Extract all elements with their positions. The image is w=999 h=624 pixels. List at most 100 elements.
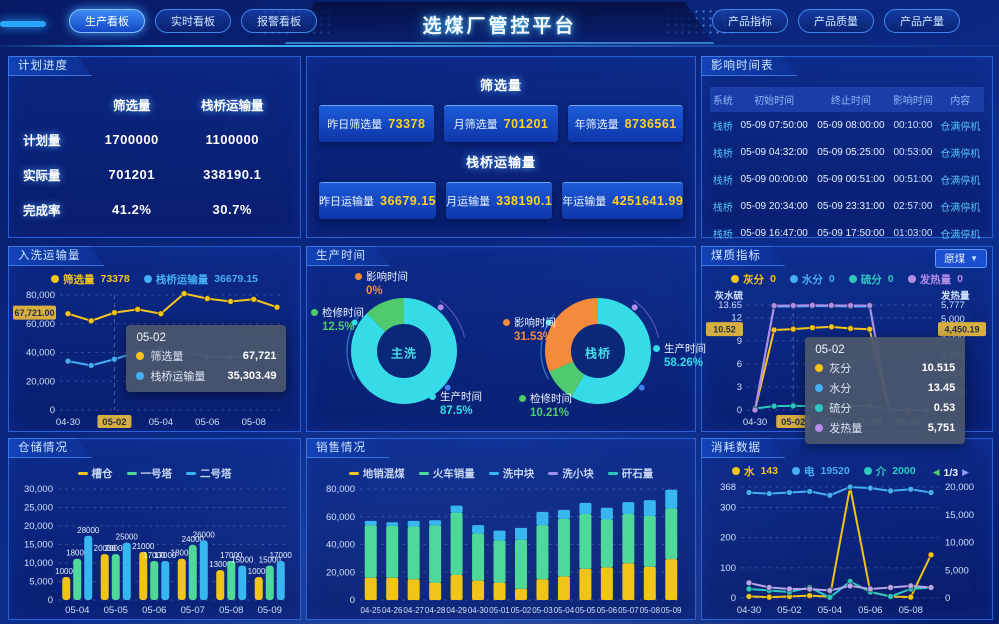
legend-item[interactable]: 介 2000 bbox=[863, 464, 916, 479]
table-cell: 05-09 17:50:00 bbox=[817, 228, 885, 239]
svg-text:25000: 25000 bbox=[116, 533, 139, 542]
legend-item[interactable]: 火车销量 bbox=[418, 466, 475, 481]
table-cell: 仓满停机 bbox=[940, 122, 981, 133]
quality-line-chart[interactable]: 0 3 6 9 12 13.65 0 1,000 2,000 3,000 4,000 5,000 5,7… bbox=[705, 287, 989, 444]
inwash-line-chart[interactable]: 0 20,000 40,000 60,000 80,000 04-30 05-02 05-04… bbox=[12, 287, 297, 428]
svg-text:300: 300 bbox=[720, 503, 736, 514]
panel-title: 计划进度 bbox=[18, 60, 68, 72]
plan-value-cell: 338190.1 bbox=[203, 167, 262, 182]
legend-item[interactable]: 一号塔 bbox=[126, 466, 173, 481]
header-nav-button[interactable]: 报警看板 bbox=[241, 9, 317, 33]
legend-item[interactable]: 电 19520 bbox=[792, 464, 850, 479]
stat-tile[interactable]: 月筛选量 701201 bbox=[443, 104, 559, 142]
svg-text:28000: 28000 bbox=[77, 526, 100, 535]
svg-text:05-03: 05-03 bbox=[532, 606, 553, 615]
svg-text:2,000: 2,000 bbox=[941, 369, 965, 380]
table-column-header: 影响时间 bbox=[889, 87, 937, 112]
legend-item[interactable]: 槽仓 bbox=[77, 466, 113, 481]
header-nav-button[interactable]: 产品产量 bbox=[884, 9, 960, 33]
stat-label: 昨日筛选量 bbox=[327, 118, 383, 131]
sales-stacked-bar-chart[interactable]: 0 20,000 40,000 60,000 80,000 04-25 04-26 04-27… bbox=[310, 479, 692, 616]
table-header-row: 系统 初始时间 终止时间 影响时间 内容 bbox=[710, 87, 984, 112]
legend-item[interactable]: 洗小块 bbox=[548, 466, 594, 481]
stat-tile[interactable]: 年运输量 4251641.99 bbox=[562, 181, 684, 219]
svg-text:05-01: 05-01 bbox=[489, 606, 510, 615]
legend-dot-marker bbox=[731, 275, 740, 283]
stat-tile[interactable]: 月运输量 338190.1 bbox=[446, 181, 553, 219]
pager-next-icon[interactable]: ▶ bbox=[962, 467, 970, 477]
svg-text:13.65: 13.65 bbox=[718, 300, 742, 311]
svg-text:80,000: 80,000 bbox=[26, 290, 55, 301]
legend-value: 2000 bbox=[892, 465, 916, 477]
legend-item[interactable]: 灰分 0 bbox=[731, 272, 776, 287]
panel-title: 销售情况 bbox=[316, 442, 366, 454]
storage-bar-chart[interactable]: 0 5,000 10,000 15,000 20,000 25,000 30,000 05-0… bbox=[12, 479, 297, 616]
legend-item[interactable]: 矸石量 bbox=[607, 466, 653, 481]
plan-table: 筛选量 栈桥运输量 计划量 1700000 1100000 实际量 701201 338190… bbox=[23, 87, 286, 227]
donut-slice-label: 检修时间 12.5% bbox=[311, 305, 364, 333]
legend-dot-marker bbox=[51, 275, 59, 283]
svg-text:9: 9 bbox=[737, 336, 742, 347]
totals-section-title: 筛选量 bbox=[479, 78, 522, 94]
panel-title: 消耗数据 bbox=[711, 442, 761, 454]
table-cell: 仓满停机 bbox=[940, 176, 981, 187]
svg-text:05-02: 05-02 bbox=[777, 605, 801, 616]
legend-item[interactable]: 水分 0 bbox=[789, 272, 835, 287]
legend-item[interactable]: 水 143 bbox=[731, 464, 778, 479]
svg-text:05-05: 05-05 bbox=[104, 605, 128, 616]
legend-dot-marker bbox=[311, 309, 318, 316]
svg-text:100: 100 bbox=[720, 563, 736, 574]
stat-value: 4251641.99 bbox=[612, 193, 684, 208]
panel-production-time: 生产时间 主洗 影响时间 0% 检修时间 12.5% 生产时间 87.5% 栈桥 影响时间 31… bbox=[306, 246, 706, 432]
svg-text:05-08: 05-08 bbox=[896, 417, 920, 428]
svg-text:4,450.19: 4,450.19 bbox=[944, 325, 979, 335]
header-divider bbox=[0, 45, 999, 47]
svg-text:04-29: 04-29 bbox=[446, 606, 467, 615]
donut-chart-main-wash[interactable]: 主洗 影响时间 0% 检修时间 12.5% 生产时间 87.5% bbox=[307, 271, 501, 431]
svg-text:10000: 10000 bbox=[55, 567, 78, 576]
svg-text:05-02: 05-02 bbox=[102, 417, 126, 428]
coal-type-dropdown[interactable]: 原煤 ▼ bbox=[935, 249, 987, 268]
stat-tile[interactable]: 昨日筛选量 73378 bbox=[319, 104, 434, 142]
stat-tile[interactable]: 年筛选量 8736561 bbox=[568, 104, 684, 142]
chevron-down-icon: ▼ bbox=[970, 254, 978, 263]
svg-text:发热量: 发热量 bbox=[940, 290, 970, 302]
donut-chart-bridge[interactable]: 栈桥 影响时间 31.53% 检修时间 10.21% 生产时间 58.26% bbox=[501, 271, 706, 431]
donut-center-label: 栈桥 bbox=[584, 346, 612, 361]
legend-item[interactable]: 栈桥运输量 36679.15 bbox=[143, 272, 258, 287]
legend-item[interactable]: 筛选量 73378 bbox=[51, 272, 130, 287]
table-row: 栈桥 05-09 04:32:00 05-09 05:25:00 00:53:00 仓满… bbox=[710, 139, 984, 166]
header-nav-button[interactable]: 实时看板 bbox=[155, 9, 231, 33]
panel-tab: 仓储情况 bbox=[8, 438, 92, 458]
svg-text:05-02: 05-02 bbox=[511, 606, 532, 615]
legend-dot-marker bbox=[848, 275, 857, 283]
legend-item[interactable]: 硫分 0 bbox=[848, 272, 894, 287]
svg-text:60,000: 60,000 bbox=[26, 319, 55, 330]
legend-item[interactable]: 洗中块 bbox=[488, 466, 534, 481]
consumption-line-chart[interactable]: 0 100 200 300 368 0 5,000 10,000 15,000 20,000 04-… bbox=[705, 479, 989, 616]
svg-text:18000: 18000 bbox=[66, 549, 89, 558]
panel-sales: 销售情况 地销混煤 火车销量 洗中块 洗小块 矸石量 0 20,000 40,000 60,0… bbox=[306, 438, 696, 620]
pager-prev-icon[interactable]: ◀ bbox=[932, 467, 940, 477]
svg-text:20,000: 20,000 bbox=[945, 482, 974, 493]
storage-legend: 槽仓 一号塔 二号塔 bbox=[9, 462, 300, 481]
legend-item[interactable]: 地销混煤 bbox=[348, 466, 405, 481]
header-nav-button[interactable]: 生产看板 bbox=[69, 9, 145, 33]
legend-dash-marker bbox=[607, 472, 618, 475]
totals-body: 筛选量 昨日筛选量 73378 月筛选量 701201 年筛选量 8736561 栈桥运输量昨… bbox=[319, 65, 684, 229]
legend-item[interactable]: 二号塔 bbox=[186, 466, 232, 481]
legend-label: 硫分 bbox=[860, 273, 882, 286]
table-cell: 栈桥 bbox=[712, 203, 733, 214]
stat-tile[interactable]: 昨日运输量 36679.15 bbox=[319, 181, 437, 219]
legend-label: 一号塔 bbox=[140, 468, 173, 480]
header-nav-button[interactable]: 产品质量 bbox=[798, 9, 874, 33]
legend-item[interactable]: 发热量 0 bbox=[907, 272, 963, 287]
svg-text:10,000: 10,000 bbox=[945, 538, 974, 549]
header-nav-button[interactable]: 产品指标 bbox=[712, 9, 788, 33]
stat-label: 月筛选量 bbox=[453, 118, 498, 131]
plan-row-label: 完成率 bbox=[23, 204, 61, 218]
donut-slice-label: 影响时间 31.53% bbox=[503, 315, 556, 343]
table-cell: 仓满停机 bbox=[940, 203, 981, 214]
svg-text:05-04: 05-04 bbox=[819, 417, 843, 428]
legend-dash-marker bbox=[348, 472, 359, 475]
